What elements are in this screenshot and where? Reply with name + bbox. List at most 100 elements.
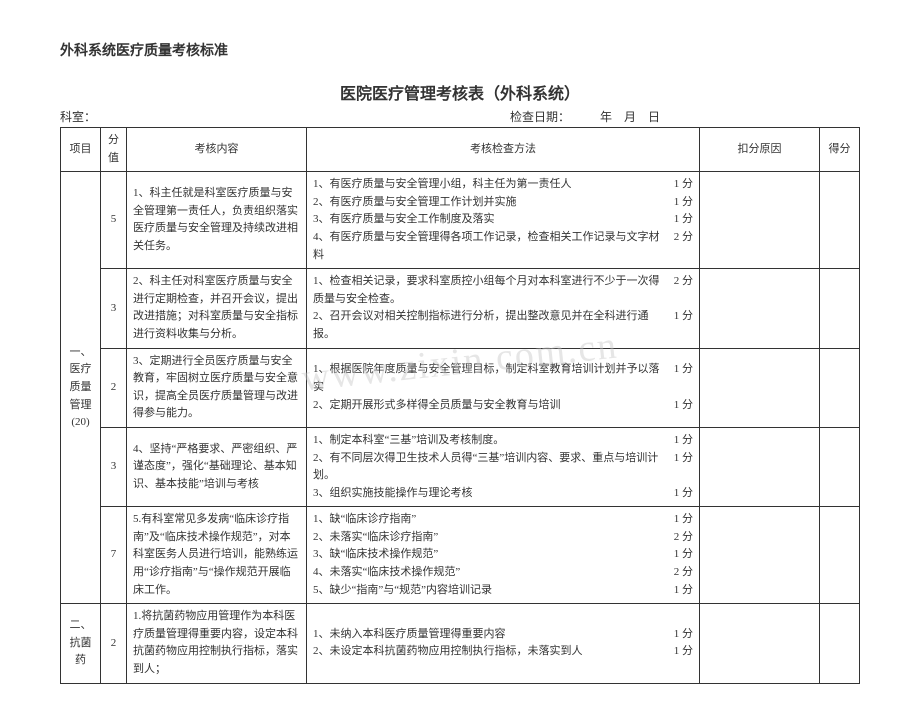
method-points: 1 分 <box>662 194 693 212</box>
method-text: 4、未落实“临床技术操作规范” <box>313 564 460 582</box>
hdr-method: 考核检查方法 <box>307 128 700 172</box>
reason-cell <box>700 427 820 506</box>
method-cell: 1、缺“临床诊疗指南” 1 分 2、未落实“临床诊疗指南” 2 分3、缺“临床技术操作… <box>307 507 700 604</box>
method-line: 1、未纳入本科医疗质量管理得重要内容 1 分 <box>313 626 693 644</box>
content-cell: 1、科主任就是科室医疗质量与安全管理第一责任人，负责组织落实医疗质量与安全管理及… <box>127 172 307 269</box>
score-cell: 3 <box>101 427 127 506</box>
got-score-cell <box>820 427 860 506</box>
method-text: 1、制定本科室“三基”培训及考核制度。 <box>313 432 504 450</box>
method-cell: 1、有医疗质量与安全管理小组，科主任为第一责任人1 分2、有医疗质量与安全管理工… <box>307 172 700 269</box>
method-points: 2 分 <box>662 273 693 308</box>
method-text: 2、有医疗质量与安全管理工作计划并实施 <box>313 194 517 212</box>
hdr-reason: 扣分原因 <box>700 128 820 172</box>
method-points: 1 分 <box>662 626 693 644</box>
table-header-row: 项目 分值 考核内容 考核检查方法 扣分原因 得分 <box>61 128 860 172</box>
method-points: 1 分 <box>662 211 693 229</box>
method-points: 2 分 <box>662 564 693 582</box>
method-text: 2、未落实“临床诊疗指南” <box>313 529 438 547</box>
method-points: 1 分 <box>662 308 693 343</box>
method-line: 1、缺“临床诊疗指南” 1 分 <box>313 511 693 529</box>
method-line: 2、有不同层次得卫生技术人员得“三基”培训内容、要求、重点与培训计划。1 分 <box>313 450 693 485</box>
table-row: 75.有科室常见多发病“临床诊疗指南”及“临床技术操作规范”，对本科室医务人员进… <box>61 507 860 604</box>
date-label: 检查日期： 年 月 日 <box>510 108 860 125</box>
method-line: 4、未落实“临床技术操作规范” 2 分 <box>313 564 693 582</box>
method-text: 3、组织实施技能操作与理论考核 <box>313 485 473 503</box>
content-cell: 3、定期进行全员医疗质量与安全教育，牢固树立医疗质量与安全意识，提高全员医疗质量… <box>127 348 307 427</box>
document-title: 外科系统医疗质量考核标准 <box>60 40 860 60</box>
hdr-content: 考核内容 <box>127 128 307 172</box>
method-text: 1、缺“临床诊疗指南” <box>313 511 416 529</box>
method-text: 5、缺少“指南”与“规范”内容培训记录 <box>313 582 492 600</box>
method-text: 4、有医疗质量与安全管理得各项工作记录，检查相关工作记录与文字材料 <box>313 229 662 264</box>
method-text: 2、召开会议对相关控制指标进行分析，提出整改意见并在全科进行通报。 <box>313 308 662 343</box>
method-line: 1、根据医院年度质量与安全管理目标，制定科室教育培训计划并予以落实1 分 <box>313 361 693 396</box>
content-cell: 4、坚持“严格要求、严密组织、严谨态度”，强化“基础理论、基本知识、基本技能”培… <box>127 427 307 506</box>
got-score-cell <box>820 507 860 604</box>
table-row: 23、定期进行全员医疗质量与安全教育，牢固树立医疗质量与安全意识，提高全员医疗质… <box>61 348 860 427</box>
got-score-cell <box>820 269 860 348</box>
table-row: 32、科主任对科室医疗质量与安全进行定期检查，并召开会议，提出改进措施；对科室质… <box>61 269 860 348</box>
page: www.zixin.com.cn 外科系统医疗质量考核标准 医院医疗管理考核表（… <box>60 40 860 684</box>
score-cell: 7 <box>101 507 127 604</box>
method-points: 1 分 <box>662 361 693 396</box>
content-cell: 1.将抗菌药物应用管理作为本科医疗质量管理得重要内容，设定本科抗菌药物应用控制执… <box>127 604 307 683</box>
reason-cell <box>700 507 820 604</box>
method-line: 2、召开会议对相关控制指标进行分析，提出整改意见并在全科进行通报。1 分 <box>313 308 693 343</box>
table-row: 二、抗菌药21.将抗菌药物应用管理作为本科医疗质量管理得重要内容，设定本科抗菌药… <box>61 604 860 683</box>
method-points: 1 分 <box>662 511 693 529</box>
hdr-got: 得分 <box>820 128 860 172</box>
method-line: 1、制定本科室“三基”培训及考核制度。 1 分 <box>313 432 693 450</box>
hdr-score: 分值 <box>101 128 127 172</box>
method-points: 1 分 <box>662 485 693 503</box>
method-text: 1、未纳入本科医疗质量管理得重要内容 <box>313 626 506 644</box>
method-line: 1、检查相关记录，要求科室质控小组每个月对本科室进行不少于一次得质量与安全检查。… <box>313 273 693 308</box>
reason-cell <box>700 172 820 269</box>
method-points: 1 分 <box>662 432 693 450</box>
score-cell: 2 <box>101 348 127 427</box>
method-line: 5、缺少“指南”与“规范”内容培训记录1 分 <box>313 582 693 600</box>
method-points: 2 分 <box>662 229 693 264</box>
method-cell: 1、根据医院年度质量与安全管理目标，制定科室教育培训计划并予以落实1 分2、定期… <box>307 348 700 427</box>
table-row: 34、坚持“严格要求、严密组织、严谨态度”，强化“基础理论、基本知识、基本技能”… <box>61 427 860 506</box>
reason-cell <box>700 604 820 683</box>
content-cell: 5.有科室常见多发病“临床诊疗指南”及“临床技术操作规范”，对本科室医务人员进行… <box>127 507 307 604</box>
method-text: 3、有医疗质量与安全工作制度及落实 <box>313 211 495 229</box>
method-points: 1 分 <box>662 176 693 194</box>
method-line: 1、有医疗质量与安全管理小组，科主任为第一责任人 1 分 <box>313 176 693 194</box>
got-score-cell <box>820 172 860 269</box>
method-line: 2、有医疗质量与安全管理工作计划并实施 1 分 <box>313 194 693 212</box>
project-cell: 一、医疗质量管理 (20) <box>61 172 101 604</box>
method-text: 2、定期开展形式多样得全员质量与安全教育与培训 <box>313 397 561 415</box>
method-points: 1 分 <box>662 643 693 661</box>
reason-cell <box>700 269 820 348</box>
table-row: 一、医疗质量管理 (20)51、科主任就是科室医疗质量与安全管理第一责任人，负责… <box>61 172 860 269</box>
dept-label: 科室： <box>60 108 96 125</box>
method-points: 2 分 <box>662 529 693 547</box>
content-cell: 2、科主任对科室医疗质量与安全进行定期检查，并召开会议，提出改进措施；对科室质量… <box>127 269 307 348</box>
method-line: 2、未设定本科抗菌药物应用控制执行指标，未落实到人 1 分 <box>313 643 693 661</box>
score-cell: 2 <box>101 604 127 683</box>
reason-cell <box>700 348 820 427</box>
method-cell: 1、未纳入本科医疗质量管理得重要内容1 分2、未设定本科抗菌药物应用控制执行指标… <box>307 604 700 683</box>
method-line: 4、有医疗质量与安全管理得各项工作记录，检查相关工作记录与文字材料2 分 <box>313 229 693 264</box>
score-cell: 5 <box>101 172 127 269</box>
assessment-table: 项目 分值 考核内容 考核检查方法 扣分原因 得分 一、医疗质量管理 (20)5… <box>60 127 860 684</box>
method-text: 1、有医疗质量与安全管理小组，科主任为第一责任人 <box>313 176 572 194</box>
method-text: 1、检查相关记录，要求科室质控小组每个月对本科室进行不少于一次得质量与安全检查。 <box>313 273 662 308</box>
method-cell: 1、检查相关记录，要求科室质控小组每个月对本科室进行不少于一次得质量与安全检查。… <box>307 269 700 348</box>
score-cell: 3 <box>101 269 127 348</box>
method-line: 3、缺“临床技术操作规范”1 分 <box>313 546 693 564</box>
method-line: 3、组织实施技能操作与理论考核 1 分 <box>313 485 693 503</box>
method-text: 2、未设定本科抗菌药物应用控制执行指标，未落实到人 <box>313 643 583 661</box>
method-cell: 1、制定本科室“三基”培训及考核制度。 1 分2、有不同层次得卫生技术人员得“三基… <box>307 427 700 506</box>
table-title: 医院医疗管理考核表（外科系统） <box>60 80 860 104</box>
project-cell: 二、抗菌药 <box>61 604 101 683</box>
method-text: 2、有不同层次得卫生技术人员得“三基”培训内容、要求、重点与培训计划。 <box>313 450 662 485</box>
hdr-project: 项目 <box>61 128 101 172</box>
got-score-cell <box>820 604 860 683</box>
got-score-cell <box>820 348 860 427</box>
method-points: 1 分 <box>662 397 693 415</box>
meta-row: 科室： 检查日期： 年 月 日 <box>60 108 860 125</box>
method-text: 1、根据医院年度质量与安全管理目标，制定科室教育培训计划并予以落实 <box>313 361 662 396</box>
method-line: 2、定期开展形式多样得全员质量与安全教育与培训 1 分 <box>313 397 693 415</box>
